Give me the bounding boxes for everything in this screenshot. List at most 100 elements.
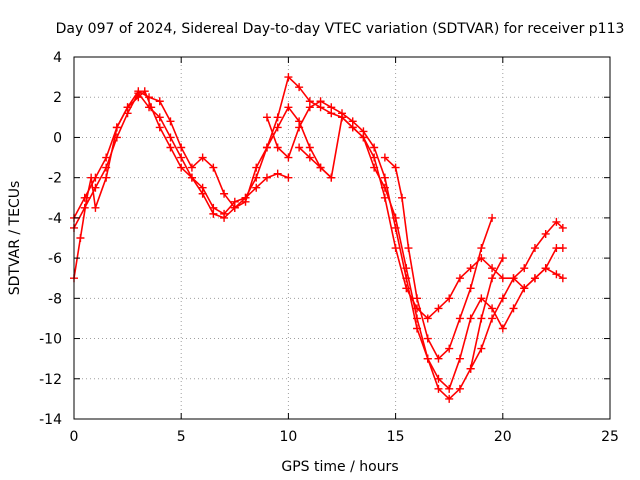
data-point [91, 173, 100, 182]
data-point [477, 244, 486, 253]
data-point [509, 274, 518, 283]
data-point [262, 113, 271, 122]
data-point [455, 354, 464, 363]
data-point [498, 274, 507, 283]
data-point [102, 153, 111, 162]
data-point [445, 394, 454, 403]
data-point [262, 143, 271, 152]
data-point [359, 133, 368, 142]
data-point [391, 163, 400, 172]
data-point [102, 173, 111, 182]
data-point [348, 123, 357, 132]
data-point [284, 153, 293, 162]
data-point [327, 173, 336, 182]
data-point [434, 374, 443, 383]
y-tick-label: 0 [53, 130, 62, 146]
data-point [316, 97, 325, 106]
x-tick-label: 15 [387, 429, 405, 445]
series-track-7 [384, 157, 493, 360]
y-tick-label: 4 [53, 50, 62, 66]
data-point [155, 113, 164, 122]
x-tick-label: 10 [279, 429, 297, 445]
data-point [198, 153, 207, 162]
data-point [466, 284, 475, 293]
data-point [552, 270, 561, 279]
data-point [541, 264, 550, 273]
y-tick-label: -6 [48, 251, 62, 267]
data-point [455, 274, 464, 283]
data-point [466, 264, 475, 273]
data-point [445, 384, 454, 393]
x-tick-label: 20 [494, 429, 512, 445]
data-point [80, 193, 89, 202]
chart-title: Day 097 of 2024, Sidereal Day-to-day VTE… [56, 21, 625, 37]
data-point [434, 384, 443, 393]
data-point [209, 163, 218, 172]
data-point [273, 113, 282, 122]
data-point [284, 73, 293, 82]
data-point [284, 103, 293, 112]
data-point [145, 93, 154, 102]
data-point [404, 244, 413, 253]
data-point [252, 183, 261, 192]
data-point [155, 97, 164, 106]
data-point [488, 264, 497, 273]
data-point [541, 229, 550, 238]
x-tick-label: 25 [601, 429, 619, 445]
y-tick-label: -2 [48, 171, 62, 187]
data-point [220, 189, 229, 198]
data-point [134, 87, 143, 96]
data-point [316, 163, 325, 172]
x-axis-label: GPS time / hours [281, 459, 398, 475]
y-axis: -14 -12 -10 -8 -6 -4 -2 0 2 4 [39, 50, 610, 428]
data-point [488, 314, 497, 323]
data-point [530, 274, 539, 283]
y-tick-label: -8 [48, 291, 62, 307]
data-point [209, 209, 218, 218]
data-point [187, 163, 196, 172]
data-point [370, 143, 379, 152]
data-point [80, 203, 89, 212]
data-point [380, 193, 389, 202]
data-point [166, 117, 175, 126]
data-point [455, 384, 464, 393]
data-point [423, 354, 432, 363]
y-tick-label: -14 [39, 412, 62, 428]
data-point [520, 284, 529, 293]
data-point [305, 143, 314, 152]
data-point [445, 294, 454, 303]
data-point [477, 344, 486, 353]
data-point [177, 143, 186, 152]
data-point [177, 153, 186, 162]
data-point [166, 133, 175, 142]
y-tick-label: -10 [39, 332, 62, 348]
data-point [380, 153, 389, 162]
data-point [273, 143, 282, 152]
data-point [305, 153, 314, 162]
data-point [102, 163, 111, 172]
data-point [198, 189, 207, 198]
data-point [380, 173, 389, 182]
data-point [391, 244, 400, 253]
data-point [558, 244, 567, 253]
data-point [241, 197, 250, 206]
data-point [327, 103, 336, 112]
data-point [295, 123, 304, 132]
series-track-6 [469, 221, 564, 370]
data-point [552, 217, 561, 226]
data-point [498, 294, 507, 303]
data-point [177, 163, 186, 172]
y-tick-label: 2 [53, 90, 62, 106]
data-point [434, 354, 443, 363]
data-point [466, 364, 475, 373]
data-point [284, 173, 293, 182]
data-point [413, 324, 422, 333]
data-point [145, 103, 154, 112]
data-point [166, 143, 175, 152]
data-point [423, 314, 432, 323]
data-point [112, 123, 121, 132]
data-point [413, 294, 422, 303]
y-tick-label: -12 [39, 372, 62, 388]
data-point [445, 344, 454, 353]
